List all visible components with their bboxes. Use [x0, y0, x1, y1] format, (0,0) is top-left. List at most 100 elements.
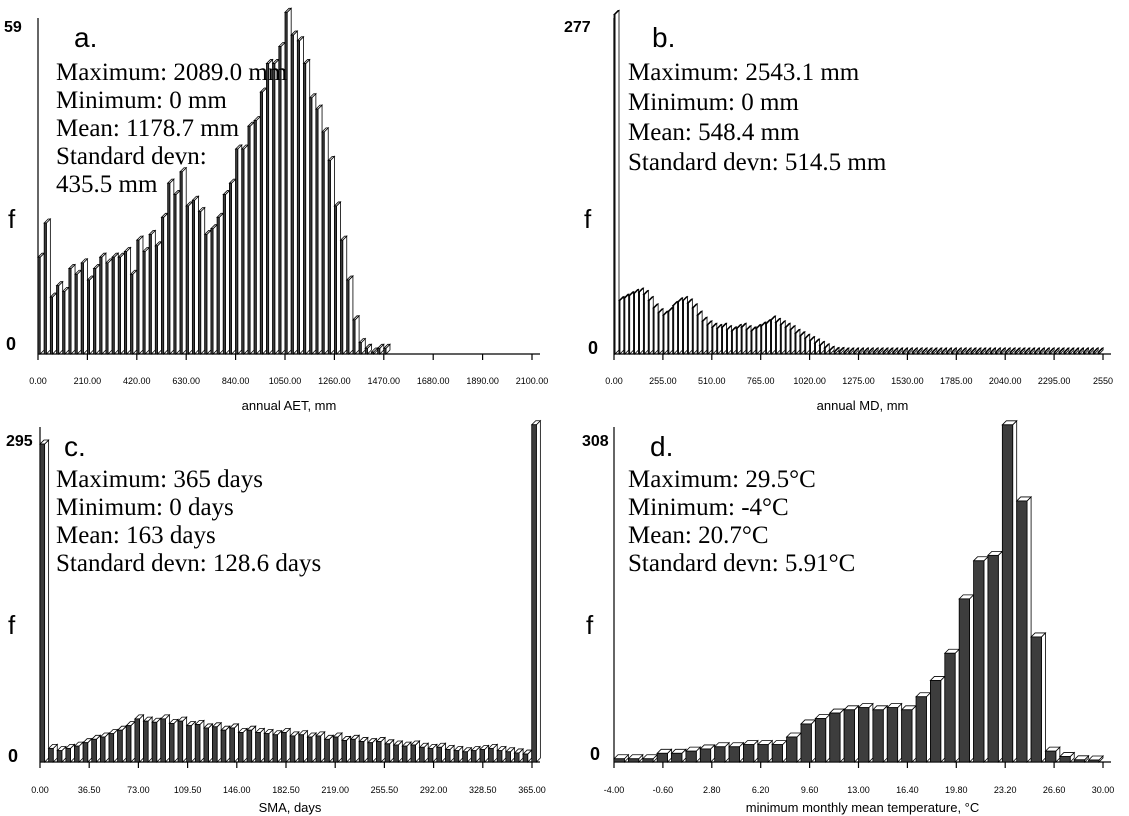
- bar-front-face: [685, 750, 697, 763]
- histogram-bar: [123, 246, 132, 355]
- bar-front-face: [62, 290, 66, 355]
- bar-front-face: [436, 746, 442, 763]
- histogram-bar: [911, 347, 919, 355]
- histogram-bar: [67, 263, 77, 355]
- bar-front-face: [290, 34, 294, 355]
- bar-front-face: [255, 732, 261, 763]
- histogram-bar: [857, 702, 874, 763]
- bar-side-face: [147, 716, 153, 763]
- bar-side-face: [305, 58, 311, 355]
- bar-side-face: [868, 702, 874, 763]
- bar-side-face: [39, 252, 45, 355]
- histogram-bar: [637, 287, 645, 355]
- histogram-bar: [666, 306, 674, 355]
- histogram-bar: [104, 257, 114, 355]
- histogram-bar: [401, 741, 412, 763]
- bar-side-face: [790, 324, 796, 355]
- histogram-bar: [900, 704, 917, 763]
- bar-front-face: [340, 239, 344, 355]
- histogram-bar: [1015, 495, 1033, 763]
- bar-front-face: [973, 560, 985, 763]
- bar-front-face: [872, 351, 875, 355]
- chart-panel-c: 295 0 f 0.00 36.50 73.00 109.50 146.00 182.50 219…: [6, 419, 546, 815]
- histogram-bar: [321, 126, 330, 355]
- bar-side-face: [354, 314, 360, 355]
- bar-front-face: [143, 720, 149, 763]
- bar-front-face: [958, 598, 970, 763]
- bar-side-face: [242, 727, 248, 763]
- histogram-bar: [370, 347, 379, 355]
- bar-front-face: [774, 322, 777, 355]
- bar-front-face: [332, 736, 339, 763]
- bar-side-face: [190, 720, 196, 763]
- bar-front-face: [921, 351, 924, 355]
- bar-side-face: [234, 722, 239, 763]
- bar-front-face: [779, 324, 782, 355]
- bar-front-face: [916, 351, 919, 355]
- panel-label: c.: [64, 431, 86, 462]
- bar-front-face: [222, 194, 226, 355]
- bar-front-face: [794, 332, 797, 355]
- bar-front-face: [229, 182, 233, 355]
- histogram-bar: [222, 189, 231, 355]
- bar-side-face: [897, 702, 903, 763]
- bar-front-face: [177, 720, 184, 763]
- histogram-bar: [814, 713, 831, 763]
- bar-front-face: [419, 746, 425, 763]
- bar-front-face: [111, 256, 115, 355]
- bar-front-face: [272, 63, 276, 355]
- histogram-bar: [742, 739, 759, 763]
- histogram-bar: [798, 330, 806, 355]
- bar-front-face: [99, 256, 103, 355]
- bar-front-face: [672, 305, 675, 355]
- bar-front-face: [1059, 756, 1071, 763]
- bar-front-face: [627, 758, 640, 763]
- histogram-bar: [315, 730, 326, 763]
- bar-side-face: [259, 727, 265, 763]
- bar-front-face: [623, 297, 626, 355]
- bar-front-face: [246, 729, 253, 763]
- bar-side-face: [104, 732, 110, 763]
- bar-front-face: [677, 301, 679, 355]
- bar-side-face: [294, 730, 300, 763]
- stat-line: Mean: 20.7°C: [628, 522, 769, 549]
- bar-front-face: [642, 758, 654, 763]
- bar-front-face: [191, 199, 195, 355]
- bar-side-face: [336, 200, 341, 355]
- bar-front-face: [1019, 351, 1022, 355]
- bar-side-face: [199, 719, 205, 763]
- bar-side-face: [95, 263, 101, 355]
- histogram-bar: [676, 296, 684, 355]
- histogram-bar: [632, 288, 640, 355]
- bar-front-face: [980, 351, 983, 355]
- bar-front-face: [1092, 351, 1095, 355]
- bar-front-face: [173, 194, 177, 355]
- histogram-bar: [375, 736, 387, 763]
- stat-line: Minimum: 0 days: [56, 494, 234, 521]
- histogram-bar: [613, 753, 630, 763]
- histogram-bar: [720, 322, 728, 355]
- bar-side-face: [663, 310, 669, 355]
- bar-front-face: [975, 351, 978, 355]
- bar-front-face: [259, 91, 263, 355]
- x-tick-label: 765.00: [747, 376, 775, 386]
- bar-front-face: [652, 307, 655, 355]
- histogram-bar: [99, 732, 110, 763]
- bar-front-face: [887, 351, 890, 355]
- bar-front-face: [902, 351, 904, 355]
- bar-side-face: [120, 252, 125, 355]
- histogram-bar: [364, 343, 373, 355]
- histogram-bar: [686, 298, 694, 355]
- bar-side-face: [354, 734, 360, 763]
- x-tick-label: 1680.00: [417, 376, 450, 386]
- bar-side-face: [280, 41, 286, 355]
- histogram-bar: [73, 741, 85, 763]
- histogram-bar: [332, 732, 343, 763]
- histogram-bar: [1014, 347, 1021, 355]
- bar-side-face: [697, 310, 703, 355]
- bar-side-face: [624, 293, 630, 355]
- bar-front-face: [814, 718, 827, 763]
- histogram-bar: [713, 741, 731, 763]
- bar-front-face: [235, 148, 239, 355]
- histogram-bar: [725, 324, 733, 355]
